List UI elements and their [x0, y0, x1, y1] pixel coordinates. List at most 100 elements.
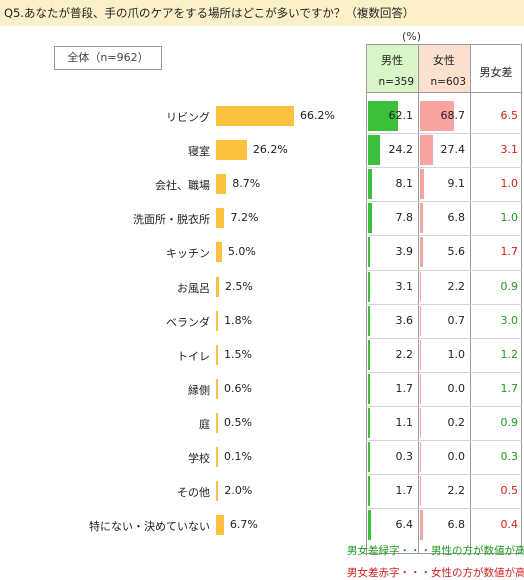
category-label: お風呂	[177, 281, 210, 295]
diff-header: 男女差	[470, 44, 522, 92]
diff-value: 1.0	[500, 177, 519, 191]
male-value: 6.4	[395, 518, 414, 532]
category-label: キッチン	[166, 247, 210, 261]
total-bar	[216, 310, 219, 331]
total-bar	[216, 208, 225, 229]
female-bar	[420, 203, 424, 234]
male-bar	[368, 305, 370, 336]
total-bar	[216, 412, 218, 433]
female-value: 2.2	[447, 484, 466, 498]
table-row-divider	[366, 474, 522, 476]
table-border-left	[366, 44, 367, 554]
total-value-label: 2.0%	[224, 484, 253, 498]
table-row-divider	[366, 303, 522, 305]
male-value: 1.7	[395, 484, 414, 498]
female-bar	[420, 442, 421, 472]
female-bar	[420, 271, 422, 302]
total-bar	[216, 140, 247, 161]
female-bar	[420, 169, 425, 200]
diff-value: 0.5	[500, 484, 519, 498]
diff-value: 3.0	[500, 313, 519, 327]
male-bar	[368, 135, 380, 166]
male-bar	[368, 271, 370, 302]
total-bar	[216, 276, 219, 297]
table-border-female-diff	[470, 44, 471, 554]
male-value: 24.2	[388, 143, 414, 157]
diff-value: 0.4	[500, 518, 519, 532]
total-value-label: 5.0%	[227, 245, 256, 259]
note-red: 男女差赤字・・・女性の方が数値が高い	[347, 567, 524, 579]
total-bar	[216, 106, 294, 126]
table-border-top	[366, 44, 522, 45]
table-row-divider	[366, 133, 522, 135]
female-bar	[420, 237, 423, 268]
female-value: 6.8	[447, 518, 466, 532]
table-border-bottom	[366, 553, 522, 554]
male-bar	[368, 169, 372, 200]
male-bar	[368, 101, 399, 131]
table-row-divider	[366, 508, 522, 510]
female-n-label: n=603	[430, 76, 467, 88]
category-label: 洗面所・脱衣所	[133, 213, 210, 227]
total-value-label: 6.7%	[229, 518, 258, 532]
female-value: 0.0	[447, 450, 466, 463]
table-row-divider	[366, 269, 522, 271]
male-value: 2.2	[395, 347, 414, 361]
total-value-label: 7.2%	[230, 211, 259, 225]
male-header: 男性 n=359	[366, 44, 418, 92]
diff-value: 1.0	[500, 211, 519, 225]
total-legend-box: 全体（n=962）	[54, 46, 162, 70]
total-value-label: 2.5%	[224, 279, 253, 293]
male-header-label: 男性	[381, 54, 403, 67]
female-bar	[420, 339, 421, 370]
male-value: 1.1	[395, 415, 414, 429]
male-bar	[368, 339, 370, 370]
diff-value: 6.5	[500, 109, 519, 122]
category-label: 学校	[188, 452, 210, 465]
male-bar	[368, 510, 372, 541]
diff-value: 1.7	[500, 381, 519, 395]
female-bar	[420, 101, 454, 131]
unit-label: (%)	[402, 30, 422, 43]
category-label: 縁側	[188, 383, 210, 397]
total-value-label: 0.1%	[224, 450, 252, 463]
total-bar	[216, 242, 222, 263]
category-label: 特にない・決めていない	[89, 520, 210, 534]
female-value: 5.6	[447, 245, 466, 259]
female-value: 27.4	[440, 143, 466, 157]
total-bar	[216, 174, 227, 195]
female-value: 6.8	[447, 211, 466, 225]
category-label: ベランダ	[166, 315, 210, 329]
table-row-divider	[366, 371, 522, 373]
male-value: 3.9	[395, 245, 414, 259]
female-bar	[420, 305, 421, 336]
note-green: 男女差緑字・・・男性の方が数値が高い	[347, 545, 524, 557]
male-bar	[368, 442, 370, 472]
female-value: 0.2	[447, 415, 466, 429]
male-value: 3.1	[395, 279, 414, 293]
category-label: トイレ	[177, 349, 210, 363]
category-label: 会社、職場	[155, 179, 210, 193]
total-value-label: 8.7%	[232, 177, 261, 191]
female-header-label: 女性	[433, 54, 455, 67]
male-value: 1.7	[395, 381, 414, 395]
question-text: Q5.あなたが普段、手の爪のケアをする場所はどこが多いですか？（複数回答）	[4, 6, 415, 20]
male-value: 0.3	[395, 450, 414, 463]
male-value: 7.8	[395, 211, 414, 225]
category-label: その他	[177, 486, 210, 500]
diff-header-label: 男女差	[479, 66, 513, 79]
total-value-label: 26.2%	[252, 143, 288, 157]
gender-table: 男性 n=359 女性 n=603 男女差 62.1 68.7 6.5 24.2 27.…	[366, 44, 522, 554]
male-n-label: n=359	[378, 76, 415, 88]
table-row-divider	[366, 440, 522, 441]
diff-value: 0.9	[500, 415, 519, 429]
table-row-divider	[366, 235, 522, 237]
female-value: 1.0	[447, 347, 466, 361]
category-label: リビング	[166, 111, 210, 124]
male-value: 8.1	[395, 177, 414, 191]
question-banner: Q5.あなたが普段、手の爪のケアをする場所はどこが多いですか？（複数回答）	[0, 0, 524, 26]
female-value: 0.7	[447, 313, 466, 327]
male-value: 3.6	[395, 313, 414, 327]
male-bar	[368, 373, 370, 404]
table-row-divider	[366, 405, 522, 407]
